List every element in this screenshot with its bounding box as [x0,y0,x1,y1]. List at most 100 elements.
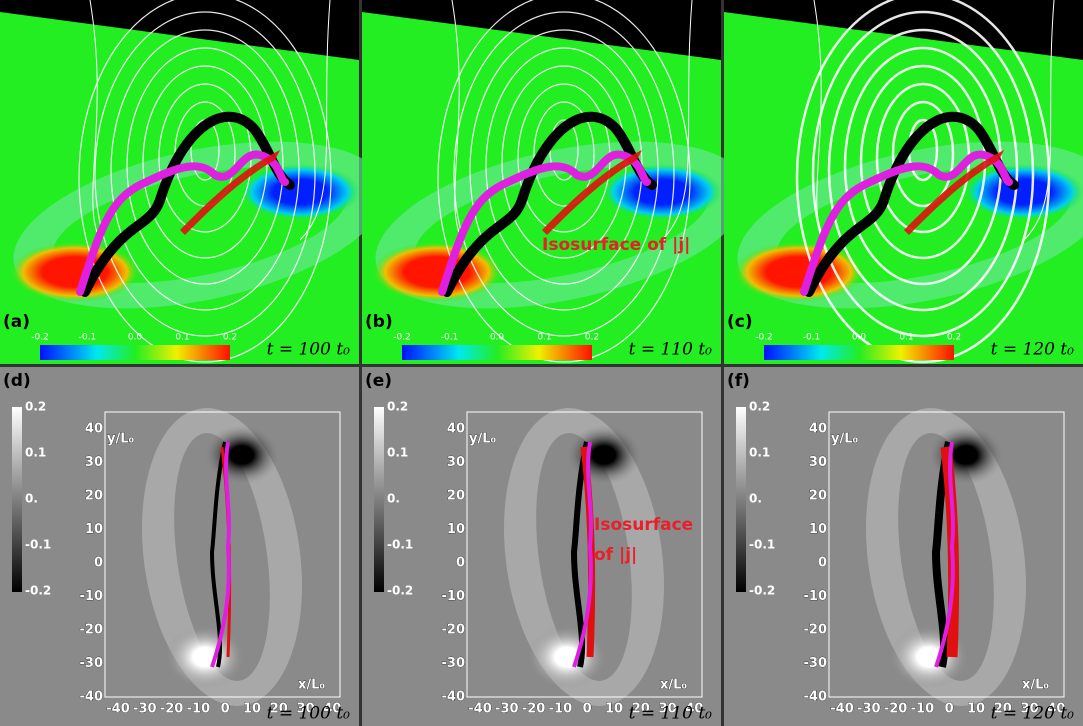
x-tick-label: 20 [632,702,650,717]
y-axis-label: y/L₀ [107,432,135,447]
shade-inner [174,433,270,681]
shade-inner [898,433,994,681]
bottom-panel: 0.20.10.-0.1-0.2403020100-10-20-30-40-40… [362,367,721,726]
field-line [469,29,659,311]
x-tick-label: 0 [945,702,954,717]
red-blob [10,242,140,302]
time-label: t = 100 t₀ [267,340,351,360]
x-tick-label: 30 [1021,702,1039,717]
colorbar-tick: 0.0 [490,333,505,343]
current-sheet [542,150,642,235]
y-tick-label: 20 [85,489,103,504]
y-tick-label: -40 [80,690,104,705]
colorbar-tick: -0.1 [25,538,51,552]
x-tick-label: -30 [133,702,157,717]
x-tick-label: 0 [583,702,592,717]
field-line [811,10,1035,338]
y-tick-label: 10 [85,522,103,537]
flux-rope-black [80,111,295,297]
colorbar-tick: -0.2 [749,584,775,598]
y-tick-label: 30 [447,455,465,470]
y-tick-label: -30 [80,656,104,671]
y-tick-label: 0 [456,556,465,571]
x-axis-label: x/L₀ [298,678,325,693]
colorbar-tick: 0.2 [387,400,408,414]
colorbar [374,407,384,592]
time-label: t = 100 t₀ [267,704,351,724]
panel-label: (b) [365,312,393,332]
bottom-panel: 0.20.10.-0.1-0.2403020100-10-20-30-40-40… [0,367,359,726]
light-blob [527,625,607,689]
annotation: Isosurface [594,515,693,535]
x-tick-label: -40 [106,702,130,717]
colorbar [764,345,954,360]
colorbar-tick: -0.2 [755,333,773,343]
colorbar [402,345,592,360]
bottom-panel: 0.20.10.-0.1-0.2403020100-10-20-30-40-40… [724,367,1083,726]
y-tick-label: 30 [809,455,827,470]
x-tick-label: -20 [884,702,908,717]
x-tick-label: -10 [549,702,573,717]
flux-rope-magenta [934,441,955,668]
y-tick-label: -40 [804,690,828,705]
y-tick-label: -20 [80,623,104,638]
top-panel: -0.2 -0.1 0.0 0.1 0.2 (b) t = 110 t₀ Isosurface… [362,0,749,364]
x-tick-label: 40 [685,702,703,717]
panel-label: (e) [365,371,392,391]
x-tick-label: -20 [522,702,546,717]
panel-label: (d) [3,371,31,391]
x-axis-label: x/L₀ [1022,678,1049,693]
x-tick-label: 10 [967,702,985,717]
colorbar-tick: 0. [749,492,762,506]
colorbar-tick: -0.1 [387,538,413,552]
y-tick-label: 40 [85,422,103,437]
x-tick-label: -30 [495,702,519,717]
top-panel: -0.2 -0.1 0.0 0.1 0.2 (c) t = 120 t₀ [724,0,1083,364]
x-tick-label: -10 [187,702,211,717]
y-tick-label: 40 [809,422,827,437]
y-tick-label: 10 [809,522,827,537]
y-tick-label: -10 [442,589,466,604]
annotation: of |j| [594,545,637,565]
colorbar-tick: 0.1 [25,446,46,460]
colorbar-tick: 0.2 [585,333,599,343]
x-tick-label: 20 [270,702,288,717]
y-tick-label: -30 [804,656,828,671]
field-line [89,0,331,241]
flux-rope-black [804,111,1019,297]
x-tick-label: -20 [160,702,184,717]
y-tick-label: 20 [809,489,827,504]
y-tick-label: -20 [804,623,828,638]
shade-inner [536,433,632,681]
colorbar-tick: 0.1 [749,446,770,460]
colorbar-tick: 0.0 [852,333,867,343]
plot-frame [104,411,341,698]
y-tick-label: -10 [804,589,828,604]
y-tick-label: -10 [80,589,104,604]
x-tick-label: 10 [605,702,623,717]
time-label: t = 120 t₀ [991,340,1075,360]
colorbar-tick: 0.2 [749,400,770,414]
x-axis-label: x/L₀ [660,678,687,693]
y-tick-label: -30 [442,656,466,671]
blue-blob [964,164,1083,220]
colorbar-tick: 0. [25,492,38,506]
colorbar-tick: 0.2 [223,333,237,343]
y-tick-label: -20 [442,623,466,638]
colorbar-tick: 0.0 [128,333,143,343]
field-line [110,29,300,311]
colorbar-tick: 0.1 [175,333,189,343]
colorbar-tick: 0.1 [537,333,551,343]
field-line [533,101,595,207]
colorbar [40,345,230,360]
plot-frame [828,411,1065,698]
field-line [94,11,316,337]
annotation: Isosurface of |j| [542,235,690,255]
x-tick-label: -30 [857,702,881,717]
colorbar-tick: -0.2 [387,584,413,598]
y-tick-label: 30 [85,455,103,470]
colorbar [736,407,746,592]
x-tick-label: 10 [243,702,261,717]
x-tick-label: 0 [221,702,230,717]
colorbar-tick: -0.1 [79,333,97,343]
